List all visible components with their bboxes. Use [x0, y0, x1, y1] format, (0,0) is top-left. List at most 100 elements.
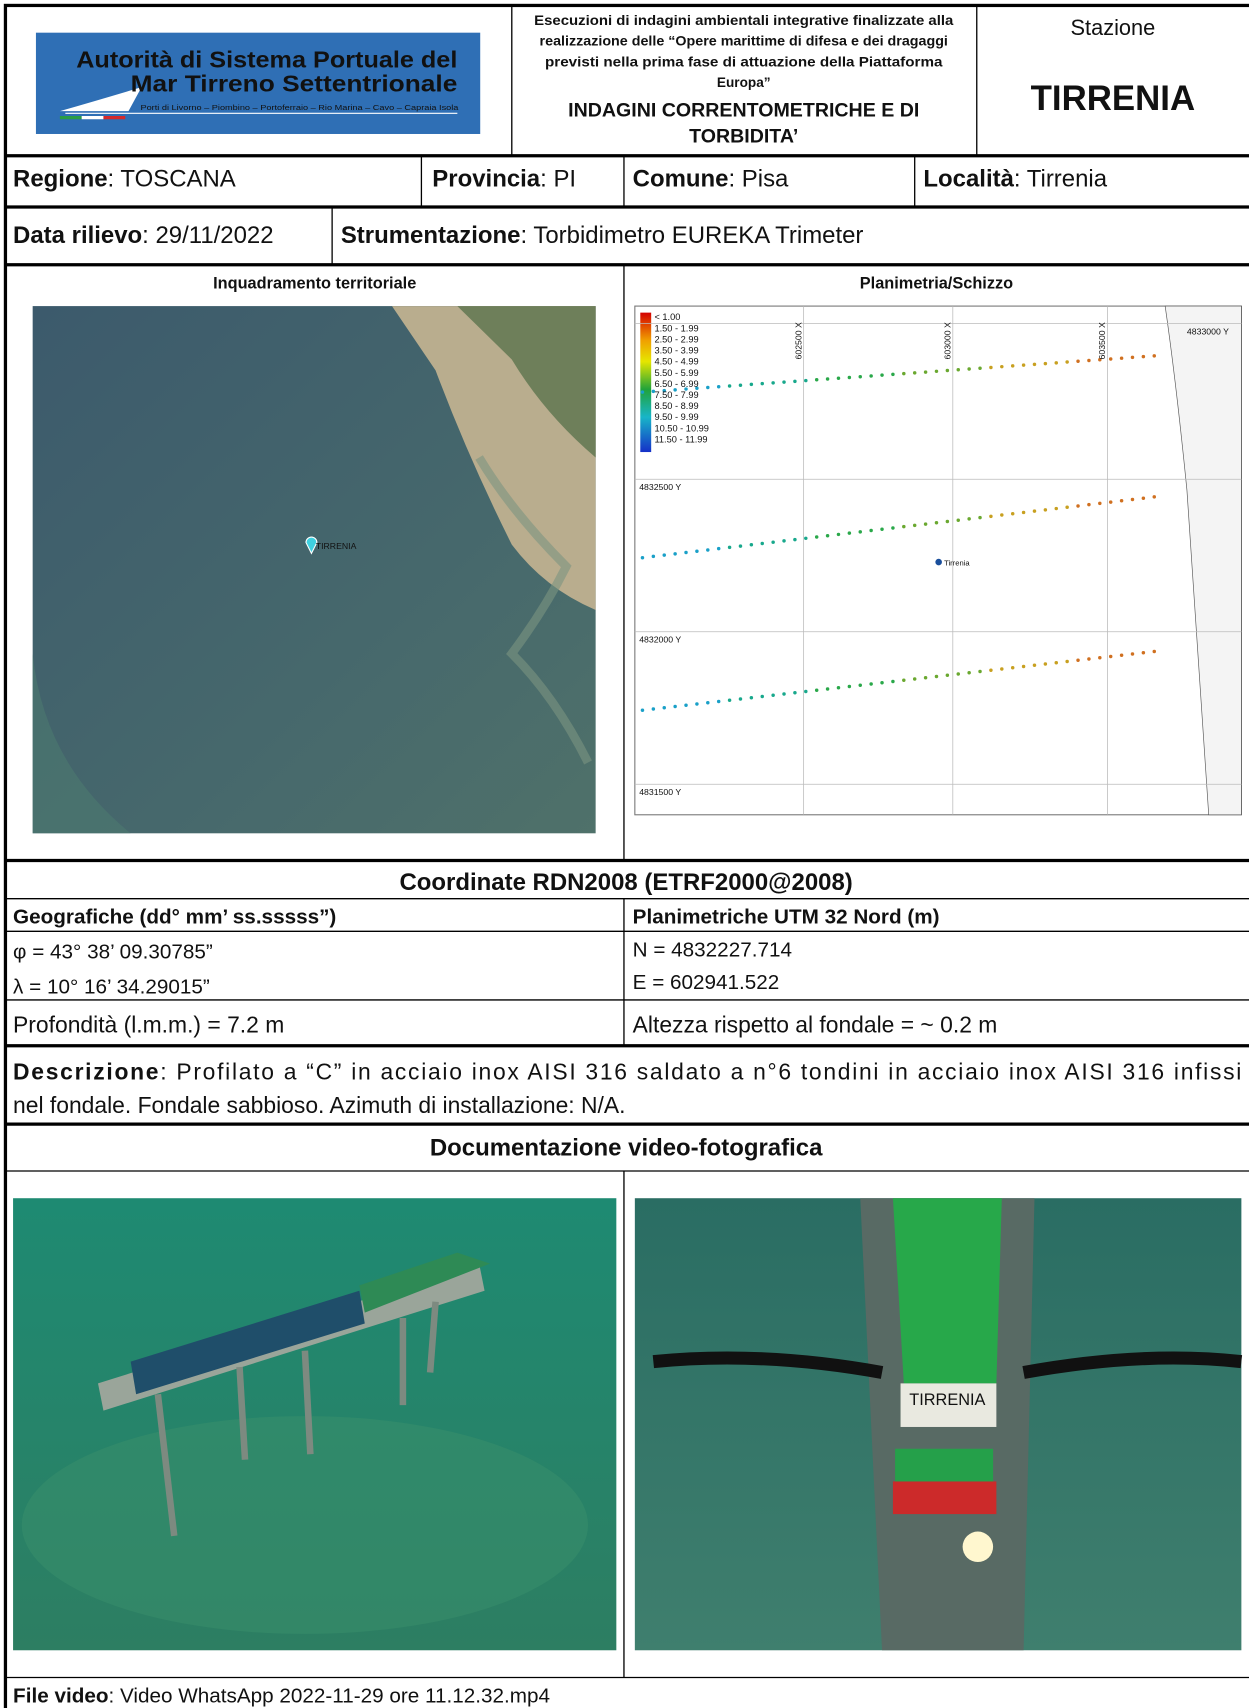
data-rilievo: Data rilievo: 29/11/2022 [13, 222, 274, 249]
sounding-point [902, 679, 905, 682]
sounding-point [1065, 506, 1068, 509]
sounding-point [739, 697, 742, 700]
sounding-point [1098, 656, 1101, 659]
height: Altezza rispetto al fondale = ~ 0.2 m [633, 1012, 998, 1038]
sounding-point [967, 367, 970, 370]
legend-entry: 1.50 - 1.99 [654, 323, 698, 333]
sounding-point [978, 670, 981, 673]
legend-entry: 2.50 - 2.99 [654, 334, 698, 344]
sounding-point [717, 700, 720, 703]
sounding-point [989, 366, 992, 369]
localita: Località: Tirrenia [923, 165, 1107, 192]
legend-entry: 3.50 - 3.99 [654, 346, 698, 356]
description-label: Descrizione [13, 1058, 158, 1084]
sounding-point [1087, 657, 1090, 660]
sounding-point [793, 691, 796, 694]
sounding-point [761, 382, 764, 385]
sounding-point [967, 517, 970, 520]
strumentazione-label: Strumentazione [341, 222, 521, 249]
sounding-point [815, 378, 818, 381]
sounding-point [1120, 654, 1123, 657]
sounding-point [804, 690, 807, 693]
regione-label: Regione [13, 165, 107, 192]
sounding-point [1033, 664, 1036, 667]
legend-entry: 11.50 - 11.99 [654, 434, 707, 444]
photo-right [635, 1198, 1242, 1650]
legend-entry: 10.50 - 10.99 [654, 423, 709, 433]
comune-label: Comune [633, 165, 729, 192]
map-title: Planimetria/Schizzo [860, 275, 1013, 293]
description: Descrizione: Profilato a “C” in acciaio … [13, 1058, 1241, 1084]
plan-marker-label: Tirrenia [944, 558, 970, 567]
sounding-point [695, 702, 698, 705]
sounding-point [652, 707, 655, 710]
sounding-point [1011, 512, 1014, 515]
sounding-point [880, 528, 883, 531]
logo-line: Autorità di Sistema Portuale del [76, 47, 457, 73]
sounding-point [946, 520, 949, 523]
sounding-point [1153, 650, 1156, 653]
sounding-point [1098, 502, 1101, 505]
sounding-point [1055, 361, 1058, 364]
localita-label: Località [923, 165, 1014, 192]
legend-entry: 4.50 - 4.99 [654, 357, 698, 367]
sounding-point [793, 538, 796, 541]
sounding-point [641, 556, 644, 559]
grid-label: 4831500 Y [639, 787, 681, 797]
sounding-point [1109, 357, 1112, 360]
sounding-point [771, 693, 774, 696]
sounding-point [1033, 509, 1036, 512]
sounding-point [782, 539, 785, 542]
coordinate-row: λ = 10° 16’ 34.29015” [13, 975, 210, 998]
sounding-point [663, 553, 666, 556]
sounding-point [739, 383, 742, 386]
coordinate-row: N = 4832227.714 [633, 938, 792, 961]
sounding-point [1131, 356, 1134, 359]
sounding-point [706, 701, 709, 704]
sounding-point [1076, 659, 1079, 662]
sounding-point [978, 516, 981, 519]
sounding-point [924, 676, 927, 679]
station-label: Stazione [1071, 15, 1156, 40]
sounding-point [1022, 363, 1025, 366]
page: {"header": { "logo": {"line1": "Autorità… [0, 0, 1249, 1708]
sounding-point [717, 547, 720, 550]
sounding-point [1109, 655, 1112, 658]
strumentazione-value: : Torbidimetro EUREKA Trimeter [520, 222, 863, 249]
depth: Profondità (l.m.m.) = 7.2 m [13, 1012, 284, 1038]
sounding-point [1131, 498, 1134, 501]
project-line: Esecuzioni di indagini ambientali integr… [534, 13, 954, 28]
sounding-point [1055, 507, 1058, 510]
file-video-value: : Video WhatsApp 2022-11-29 ore 11.12.32… [108, 1685, 550, 1708]
sounding-point [815, 535, 818, 538]
comune: Comune: Pisa [633, 165, 789, 192]
sounding-point [869, 374, 872, 377]
sounding-point [935, 370, 938, 373]
sounding-point [946, 369, 949, 372]
sounding-point [1120, 499, 1123, 502]
sounding-point [673, 552, 676, 555]
sounding-point [826, 687, 829, 690]
sounding-point [739, 544, 742, 547]
sounding-point [967, 671, 970, 674]
file-video: File video: Video WhatsApp 2022-11-29 or… [13, 1685, 550, 1708]
sounding-point [837, 686, 840, 689]
sounding-point [913, 677, 916, 680]
sounding-point [826, 377, 829, 380]
map-marker-label: TIRRENIA [316, 541, 357, 551]
sounding-point [902, 372, 905, 375]
sounding-point [717, 385, 720, 388]
sounding-point [1044, 508, 1047, 511]
sounding-point [673, 705, 676, 708]
grid-label: 603000 X [943, 322, 953, 359]
sounding-point [848, 685, 851, 688]
sounding-point [880, 681, 883, 684]
sounding-point [1000, 365, 1003, 368]
sounding-point [695, 550, 698, 553]
sounding-point [1109, 500, 1112, 503]
grid-label: 4832500 Y [639, 482, 681, 492]
sounding-point [1022, 511, 1025, 514]
project-subtitle: INDAGINI CORRENTOMETRICHE E DI [568, 100, 919, 122]
sounding-point [837, 377, 840, 380]
sounding-point [891, 526, 894, 529]
